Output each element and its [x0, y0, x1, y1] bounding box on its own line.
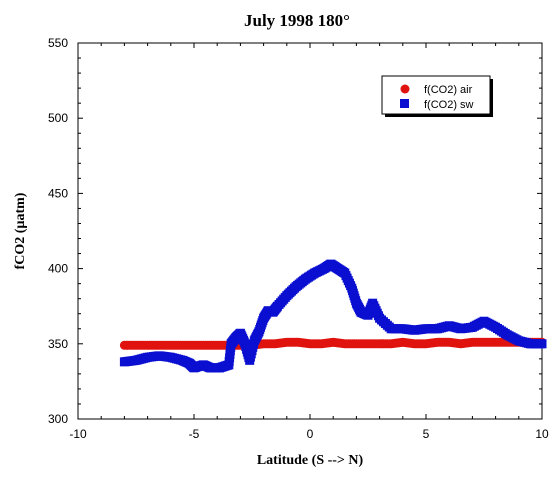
legend-sw-marker — [400, 99, 409, 108]
y-tick-label: 300 — [48, 412, 68, 426]
y-tick-label: 500 — [48, 111, 68, 125]
x-axis-label: Latitude (S --> N) — [257, 453, 364, 468]
y-tick-label: 550 — [48, 36, 68, 50]
y-tick-label: 450 — [48, 186, 68, 200]
x-tick-label: 0 — [307, 427, 314, 441]
x-tick-label: -5 — [189, 427, 200, 441]
x-tick-label: 10 — [535, 427, 549, 441]
legend-air-marker — [400, 84, 410, 94]
y-tick-label: 350 — [48, 337, 68, 351]
legend: f(CO2) air f(CO2) sw — [381, 75, 493, 117]
sw-point — [537, 339, 547, 349]
series-sw — [119, 259, 547, 373]
legend-sw-label: f(CO2) sw — [424, 99, 474, 111]
series-layer — [119, 259, 547, 373]
axes-layer: -10 -5 0 5 10 300 350 400 450 500 550 — [48, 36, 549, 441]
x-tick-label: 5 — [423, 427, 430, 441]
series-air — [119, 337, 547, 350]
chart-title: July 1998 180° — [244, 11, 350, 30]
y-axis-label: fCO2 (µatm) — [13, 192, 28, 269]
x-tick-label: -10 — [69, 427, 87, 441]
y-tick-label: 400 — [48, 262, 68, 276]
legend-air-label: f(CO2) air — [424, 84, 473, 96]
